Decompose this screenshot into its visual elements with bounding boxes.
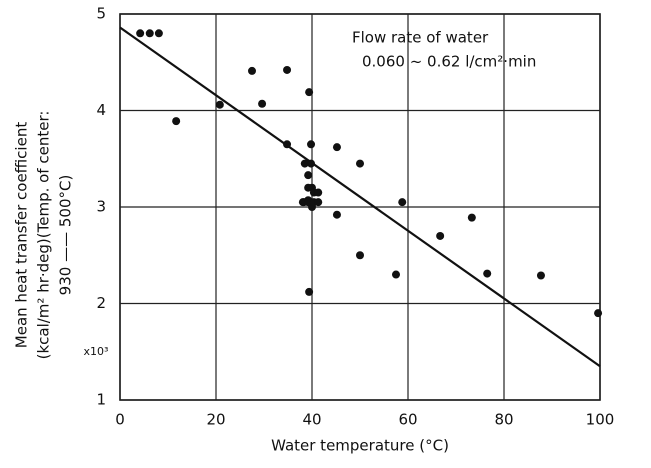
point [356,251,364,260]
y-tick-label: 4 [96,101,106,119]
point [305,88,314,97]
point [398,198,407,207]
x-tick-label: 40 [302,411,321,429]
point [136,29,145,38]
point [300,159,309,168]
point [392,270,400,279]
y-label: 930 —— 500°C) [57,175,75,296]
point [283,65,292,74]
x-tick-label: 0 [115,411,125,429]
y-label: (kcal/m² hr·deg)(Temp. of center: [35,111,53,360]
point [436,231,445,240]
annotation: Flow rate of water [352,29,489,47]
point [283,140,292,149]
y-tick-label: 3 [96,198,106,216]
x-tick-label: 20 [206,411,225,429]
point [307,140,316,149]
point [215,100,224,109]
point [154,29,163,38]
y-tick-label: 1 [96,391,106,409]
point [467,213,476,222]
x-tick-label: 60 [398,411,417,429]
annotation: 0.060 ~ 0.62 l/cm²·min [362,53,536,71]
point [483,269,492,278]
y-unit: x10³ [84,345,109,358]
point [258,99,267,108]
point [304,171,313,180]
x-tick-label: 100 [586,411,615,429]
point [314,188,323,197]
x-label: Water temperature (°C) [271,437,449,455]
y-tick-label: 5 [96,5,106,23]
point [307,159,316,168]
point [248,66,256,75]
y-tick-label: 2 [96,294,106,312]
point [536,271,545,280]
x-tick-label: 80 [494,411,513,429]
point [594,309,603,318]
point [304,183,313,192]
point [145,29,154,38]
point [172,117,181,126]
y-label: Mean heat transfer coefficient [13,122,31,349]
point [356,159,364,168]
trend-line [119,26,601,368]
point [332,143,341,152]
point [314,198,323,207]
point [305,287,314,296]
point [332,210,341,219]
point [304,198,313,207]
